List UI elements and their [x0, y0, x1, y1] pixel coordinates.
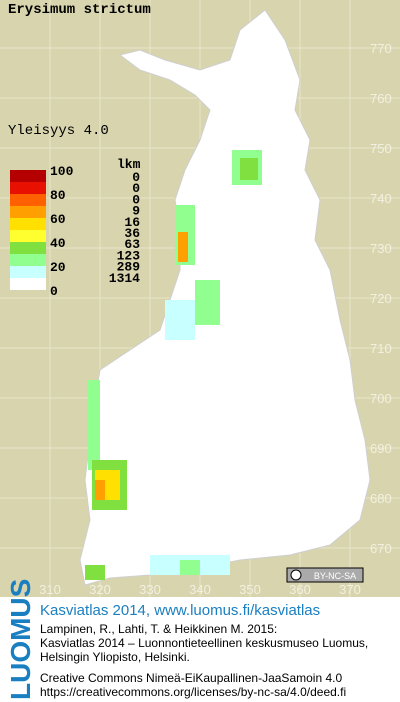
- count-label: 0: [132, 192, 140, 207]
- count-label: 123: [117, 248, 141, 263]
- legend-swatch: [10, 182, 46, 194]
- legend-swatch: [10, 230, 46, 242]
- license-badge: BY-NC-SA: [286, 567, 364, 583]
- axis-labels: 770 760 750 740 730 720 710 700 690 680 670 310 320 3…: [39, 41, 392, 597]
- count-label: 16: [124, 215, 140, 230]
- license-line: https://creativecommons.org/licenses/by-…: [40, 685, 346, 699]
- y-label: 670: [370, 541, 392, 556]
- citation-line: Lampinen, R., Lahti, T. & Heikkinen M. 2…: [40, 622, 277, 636]
- citation-line: Helsingin Yliopisto, Helsinki.: [40, 650, 190, 664]
- y-label: 730: [370, 241, 392, 256]
- legend-swatch: [10, 278, 46, 290]
- y-label: 700: [370, 391, 392, 406]
- license-line: Creative Commons Nimeä-EiKaupallinen-Jaa…: [40, 671, 342, 685]
- y-label: 770: [370, 41, 392, 56]
- y-label: 720: [370, 291, 392, 306]
- scale-label: 100: [50, 164, 74, 179]
- brand: LUOMUS: [5, 579, 36, 700]
- x-label: 310: [39, 582, 61, 597]
- legend-swatch: [10, 254, 46, 266]
- scale-label: 40: [50, 236, 66, 251]
- scale-label: 0: [50, 284, 58, 299]
- count-label: 1314: [109, 271, 140, 286]
- y-label: 750: [370, 141, 392, 156]
- footer-bg: [0, 597, 400, 702]
- occurrence-cells: [85, 150, 262, 580]
- y-label: 760: [370, 91, 392, 106]
- scale-label: 60: [50, 212, 66, 227]
- y-label: 680: [370, 491, 392, 506]
- y-label: 710: [370, 341, 392, 356]
- headline: Kasviatlas 2014, www.luomus.fi/kasviatla…: [40, 602, 320, 619]
- legend-swatch: [10, 266, 46, 278]
- license-text: BY-NC-SA: [314, 571, 356, 581]
- legend-heading: Yleisyys 4.0: [8, 123, 109, 139]
- legend-swatch: [10, 194, 46, 206]
- x-label: 360: [289, 582, 311, 597]
- legend-swatch: [10, 242, 46, 254]
- legend-swatch: [10, 170, 46, 182]
- y-label: 740: [370, 191, 392, 206]
- count-label: 289: [117, 260, 141, 275]
- count-label: 63: [124, 237, 140, 252]
- citation-line: Kasviatlas 2014 – Luonnontieteellinen ke…: [40, 636, 368, 650]
- legend-swatch: [10, 218, 46, 230]
- x-label: 330: [139, 582, 161, 597]
- species-title: Erysimum strictum: [8, 2, 151, 18]
- y-label: 690: [370, 441, 392, 456]
- x-label: 320: [89, 582, 111, 597]
- legend-swatch: [10, 206, 46, 218]
- country-outline: [79, 9, 371, 586]
- x-label: 350: [239, 582, 261, 597]
- footer-text: Lampinen, R., Lahti, T. & Heikkinen M. 2…: [40, 622, 368, 699]
- count-label: 0: [132, 181, 140, 196]
- count-heading: lkm: [117, 157, 141, 172]
- count-label: 9: [132, 204, 140, 219]
- count-label: 36: [124, 226, 140, 241]
- x-label: 340: [189, 582, 211, 597]
- count-label: 0: [132, 170, 140, 185]
- scale-label: 80: [50, 188, 66, 203]
- scale-label: 20: [50, 260, 66, 275]
- x-label: 370: [339, 582, 361, 597]
